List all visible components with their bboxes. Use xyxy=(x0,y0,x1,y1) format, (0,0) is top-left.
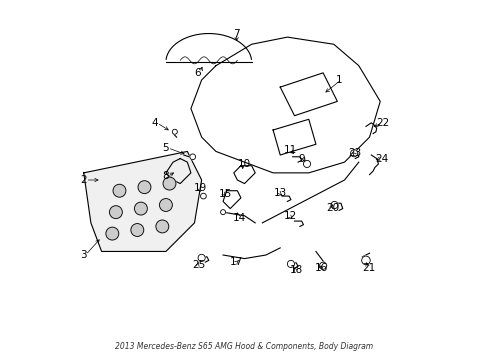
Circle shape xyxy=(159,199,172,211)
Circle shape xyxy=(287,260,294,267)
Circle shape xyxy=(106,227,119,240)
Circle shape xyxy=(189,154,195,159)
Circle shape xyxy=(156,220,168,233)
Text: 24: 24 xyxy=(374,154,387,163)
Circle shape xyxy=(319,262,326,269)
Circle shape xyxy=(220,210,225,215)
Circle shape xyxy=(134,202,147,215)
Text: 14: 14 xyxy=(233,212,246,222)
Text: 10: 10 xyxy=(237,159,250,169)
Text: 4: 4 xyxy=(151,118,158,128)
Circle shape xyxy=(350,150,357,157)
Text: 20: 20 xyxy=(325,203,338,213)
Text: 16: 16 xyxy=(315,262,328,273)
Text: 15: 15 xyxy=(218,189,231,199)
Text: 22: 22 xyxy=(376,118,389,128)
Text: 12: 12 xyxy=(283,211,296,221)
Circle shape xyxy=(113,184,125,197)
Text: 19: 19 xyxy=(193,183,206,193)
Circle shape xyxy=(138,181,151,194)
Polygon shape xyxy=(83,152,201,251)
Text: 9: 9 xyxy=(298,154,304,163)
Text: 7: 7 xyxy=(233,28,240,39)
Text: 2: 2 xyxy=(80,175,87,185)
Circle shape xyxy=(109,206,122,219)
Text: 18: 18 xyxy=(290,265,303,275)
Text: 8: 8 xyxy=(162,171,169,181)
Text: 1: 1 xyxy=(335,75,342,85)
Text: 13: 13 xyxy=(273,188,286,198)
Text: 3: 3 xyxy=(80,250,87,260)
Circle shape xyxy=(200,193,206,199)
Circle shape xyxy=(131,224,143,237)
Text: 6: 6 xyxy=(194,68,201,78)
Text: 23: 23 xyxy=(347,148,361,158)
Circle shape xyxy=(198,254,205,261)
Text: 21: 21 xyxy=(362,262,375,273)
Text: 5: 5 xyxy=(162,143,169,153)
Text: 17: 17 xyxy=(229,257,243,267)
Text: 11: 11 xyxy=(283,145,296,155)
Circle shape xyxy=(163,177,176,190)
Text: 25: 25 xyxy=(192,260,205,270)
Circle shape xyxy=(330,202,337,208)
Circle shape xyxy=(172,129,177,134)
Text: 2013 Mercedes-Benz S65 AMG Hood & Components, Body Diagram: 2013 Mercedes-Benz S65 AMG Hood & Compon… xyxy=(115,342,373,351)
Circle shape xyxy=(303,160,310,167)
Circle shape xyxy=(361,256,369,265)
